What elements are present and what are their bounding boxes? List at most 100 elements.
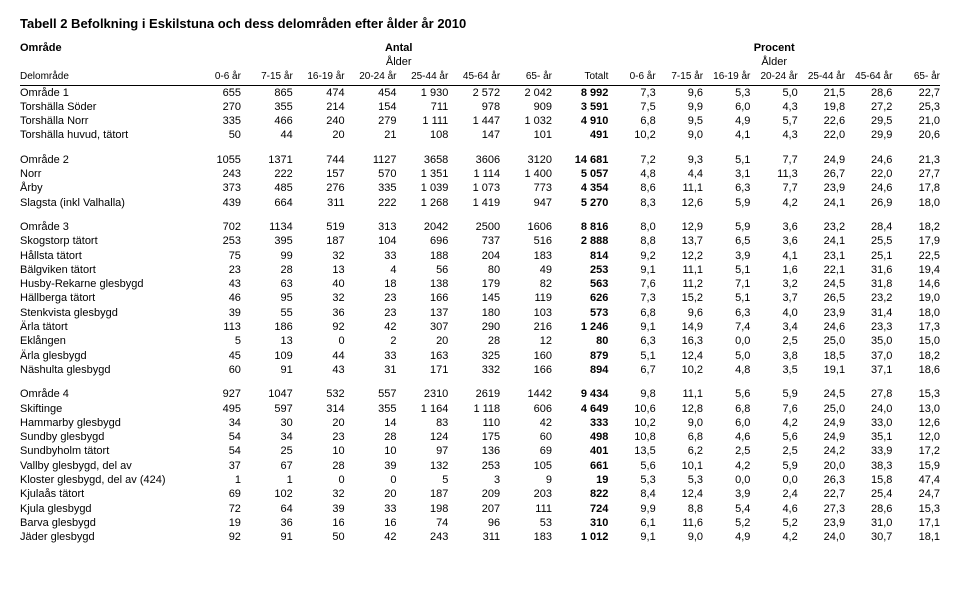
cell-count: 103	[500, 306, 552, 320]
cell-count: 307	[396, 320, 448, 334]
cell-pct: 24,7	[892, 487, 940, 501]
hdr-age-pct: 16-19 år	[703, 70, 750, 86]
row-label: Ärla glesbygd	[20, 349, 189, 363]
hdr-age: 16-19 år	[293, 70, 345, 86]
cell-count: 179	[448, 277, 500, 291]
cell-count: 60	[500, 430, 552, 444]
cell-pct: 7,6	[608, 277, 655, 291]
row-label: Skogstorp tätort	[20, 234, 189, 248]
cell-count: 63	[241, 277, 293, 291]
cell-pct: 24,5	[798, 387, 845, 401]
cell-count: 49	[500, 263, 552, 277]
cell-count: 97	[396, 444, 448, 458]
cell-count: 136	[448, 444, 500, 458]
cell-count: 18	[345, 277, 397, 291]
hdr-age: 7-15 år	[241, 70, 293, 86]
cell-pct: 7,6	[750, 402, 797, 416]
table-row: Skiftinge4955973143551 1641 1186064 6491…	[20, 402, 940, 416]
cell-count: 2	[345, 334, 397, 348]
cell-count: 28	[448, 334, 500, 348]
cell-pct: 12,4	[656, 349, 703, 363]
cell-pct: 23,9	[798, 181, 845, 195]
row-label: Skiftinge	[20, 402, 189, 416]
cell-pct: 10,2	[608, 128, 655, 142]
cell-pct: 4,1	[750, 249, 797, 263]
cell-pct: 3,9	[703, 249, 750, 263]
row-label: Jäder glesbygd	[20, 530, 189, 544]
cell-pct: 24,6	[845, 153, 892, 167]
cell-count: 1442	[500, 387, 552, 401]
cell-pct: 5,9	[703, 196, 750, 210]
cell-pct: 21,5	[798, 85, 845, 100]
cell-pct: 4,2	[750, 196, 797, 210]
cell-count: 3606	[448, 153, 500, 167]
cell-pct: 5,4	[703, 502, 750, 516]
cell-count: 20	[293, 416, 345, 430]
cell-count: 110	[448, 416, 500, 430]
cell-count: 95	[241, 291, 293, 305]
cell-pct: 2,5	[750, 444, 797, 458]
cell-pct: 11,1	[656, 181, 703, 195]
cell-count: 270	[189, 100, 241, 114]
cell-count: 0	[293, 473, 345, 487]
cell-pct: 6,7	[608, 363, 655, 377]
cell-pct: 15,3	[892, 502, 940, 516]
cell-count: 311	[448, 530, 500, 544]
cell-total: 19	[552, 473, 608, 487]
cell-count: 119	[500, 291, 552, 305]
cell-count: 1 114	[448, 167, 500, 181]
cell-pct: 23,1	[798, 249, 845, 263]
cell-count: 101	[500, 128, 552, 142]
cell-count: 10	[345, 444, 397, 458]
table-row: Slagsta (inkl Valhalla)4396643112221 268…	[20, 196, 940, 210]
cell-count: 1134	[241, 220, 293, 234]
cell-count: 13	[293, 263, 345, 277]
cell-count: 209	[448, 487, 500, 501]
cell-count: 711	[396, 100, 448, 114]
cell-pct: 5,2	[703, 516, 750, 530]
cell-count: 1 419	[448, 196, 500, 210]
row-label: Område 1	[20, 85, 189, 100]
cell-pct: 14,9	[656, 320, 703, 334]
cell-count: 54	[189, 444, 241, 458]
cell-pct: 9,6	[656, 85, 703, 100]
cell-total: 573	[552, 306, 608, 320]
cell-total: 3 591	[552, 100, 608, 114]
cell-pct: 26,9	[845, 196, 892, 210]
cell-pct: 5,1	[703, 263, 750, 277]
table-row: Område 16558654744541 9302 5722 0428 992…	[20, 85, 940, 100]
cell-pct: 17,3	[892, 320, 940, 334]
cell-pct: 9,1	[608, 530, 655, 544]
table-title: Tabell 2 Befolkning i Eskilstuna och des…	[20, 16, 940, 31]
cell-count: 187	[396, 487, 448, 501]
hdr-age-pct: 25-44 år	[798, 70, 845, 86]
table-row: Kloster glesbygd, del av (424)1100539195…	[20, 473, 940, 487]
cell-count: 28	[241, 263, 293, 277]
hdr-procent: Procent	[608, 41, 940, 55]
cell-pct: 4,8	[703, 363, 750, 377]
cell-pct: 5,7	[750, 114, 797, 128]
cell-count: 696	[396, 234, 448, 248]
cell-count: 23	[189, 263, 241, 277]
row-label: Sundby glesbygd	[20, 430, 189, 444]
cell-count: 203	[500, 487, 552, 501]
cell-count: 664	[241, 196, 293, 210]
cell-pct: 9,6	[656, 306, 703, 320]
cell-count: 1 351	[396, 167, 448, 181]
cell-pct: 6,3	[703, 306, 750, 320]
cell-pct: 31,6	[845, 263, 892, 277]
cell-count: 67	[241, 459, 293, 473]
cell-pct: 26,3	[798, 473, 845, 487]
cell-total: 661	[552, 459, 608, 473]
cell-total: 5 057	[552, 167, 608, 181]
cell-count: 516	[500, 234, 552, 248]
cell-pct: 24,1	[798, 196, 845, 210]
cell-pct: 11,1	[656, 387, 703, 401]
cell-pct: 6,8	[703, 402, 750, 416]
cell-count: 1127	[345, 153, 397, 167]
cell-total: 8 816	[552, 220, 608, 234]
cell-pct: 6,8	[608, 306, 655, 320]
table-row: Jäder glesbygd929150422433111831 0129,19…	[20, 530, 940, 544]
cell-total: 80	[552, 334, 608, 348]
cell-pct: 9,0	[656, 416, 703, 430]
